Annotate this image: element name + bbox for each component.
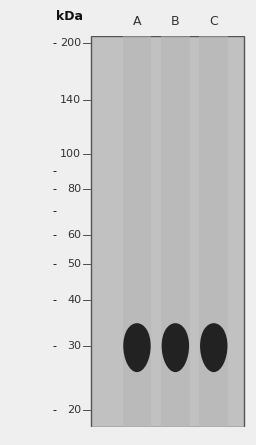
- Text: 80: 80: [67, 184, 81, 194]
- Text: 140: 140: [60, 95, 81, 105]
- Bar: [199, 36, 228, 427]
- Text: 100: 100: [60, 149, 81, 159]
- Bar: [91, 36, 244, 427]
- Text: kDa: kDa: [56, 10, 83, 23]
- Ellipse shape: [200, 323, 228, 372]
- Text: 60: 60: [67, 231, 81, 240]
- Text: 200: 200: [60, 38, 81, 49]
- Bar: [123, 36, 151, 427]
- Ellipse shape: [162, 323, 189, 372]
- Text: 30: 30: [67, 341, 81, 351]
- Text: 40: 40: [67, 295, 81, 305]
- Text: A: A: [133, 15, 141, 28]
- Text: C: C: [209, 15, 218, 28]
- Ellipse shape: [123, 323, 151, 372]
- Text: 20: 20: [67, 405, 81, 415]
- Bar: [161, 36, 190, 427]
- Text: 50: 50: [67, 259, 81, 269]
- Text: B: B: [171, 15, 180, 28]
